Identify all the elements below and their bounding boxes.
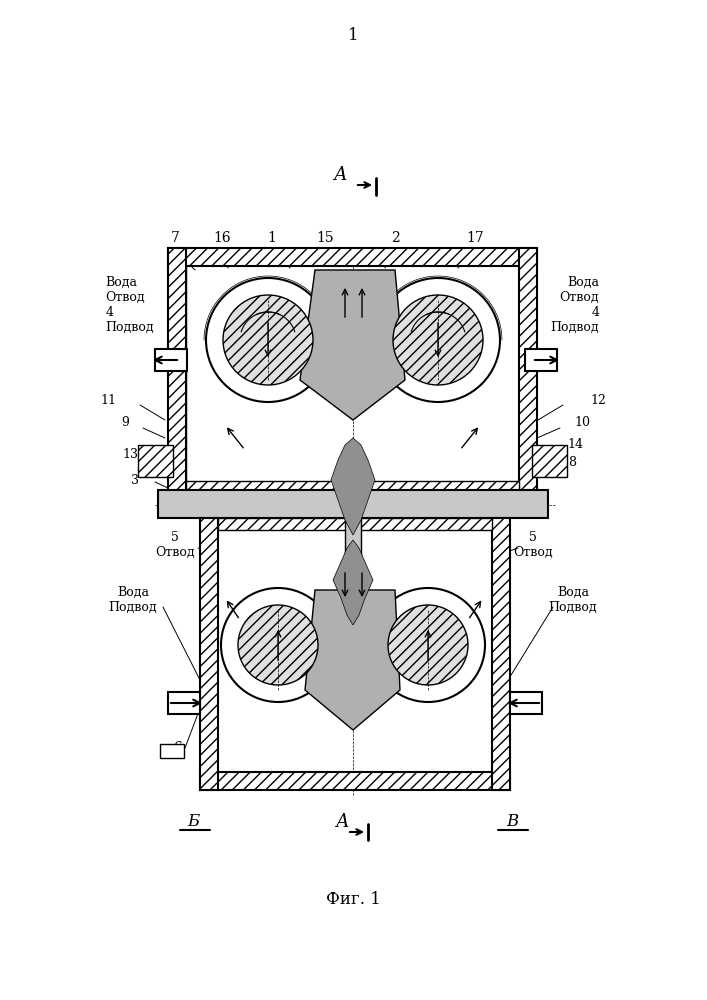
Text: 3: 3 — [131, 474, 139, 487]
Bar — [510, 692, 542, 714]
Circle shape — [221, 588, 335, 702]
Circle shape — [206, 278, 330, 402]
Circle shape — [238, 605, 318, 685]
Circle shape — [388, 605, 468, 685]
Bar — [168, 248, 537, 266]
Polygon shape — [331, 438, 375, 535]
Bar — [160, 744, 184, 758]
Text: 6: 6 — [174, 741, 182, 755]
Text: А: А — [335, 813, 349, 831]
Bar — [218, 518, 492, 530]
Bar — [155, 349, 187, 371]
Text: 2: 2 — [391, 231, 399, 245]
Circle shape — [376, 278, 500, 402]
Bar — [200, 518, 218, 790]
Text: 1: 1 — [267, 231, 276, 245]
Text: 8: 8 — [568, 456, 576, 468]
Text: 14: 14 — [567, 438, 583, 452]
Circle shape — [393, 295, 483, 385]
Bar — [158, 490, 548, 518]
Text: 7: 7 — [170, 231, 180, 245]
Bar — [168, 692, 200, 714]
Text: 11: 11 — [100, 393, 116, 406]
Polygon shape — [305, 590, 400, 730]
Text: 13: 13 — [122, 448, 138, 462]
Bar — [186, 481, 519, 493]
Text: Вода
Подвод: Вода Подвод — [549, 586, 597, 614]
Text: 16: 16 — [214, 231, 230, 245]
Text: Б: Б — [187, 814, 199, 830]
Text: 10: 10 — [574, 416, 590, 428]
Polygon shape — [333, 540, 373, 625]
Text: 17: 17 — [466, 231, 484, 245]
Polygon shape — [300, 270, 405, 420]
Text: 12: 12 — [590, 393, 606, 406]
Circle shape — [223, 295, 313, 385]
Bar — [168, 248, 186, 493]
Bar — [525, 349, 557, 371]
Text: 9: 9 — [121, 416, 129, 428]
Circle shape — [371, 588, 485, 702]
Bar — [200, 772, 510, 790]
Text: 5
Отвод: 5 Отвод — [156, 531, 195, 559]
Text: А: А — [333, 166, 347, 184]
Bar — [532, 445, 567, 477]
Text: В: В — [506, 814, 518, 830]
Text: 1: 1 — [348, 26, 358, 43]
Text: 5
Отвод: 5 Отвод — [513, 531, 553, 559]
Text: Фиг. 1: Фиг. 1 — [325, 892, 380, 908]
Text: Вода
Отвод
4
Подвод: Вода Отвод 4 Подвод — [551, 276, 600, 334]
Text: Вода
Подвод: Вода Подвод — [109, 586, 158, 614]
Bar — [492, 518, 510, 790]
Text: 15: 15 — [316, 231, 334, 245]
Text: Вода
Отвод
4
Подвод: Вода Отвод 4 Подвод — [105, 276, 154, 334]
Bar — [345, 488, 361, 568]
Bar — [138, 445, 173, 477]
Bar — [519, 248, 537, 493]
